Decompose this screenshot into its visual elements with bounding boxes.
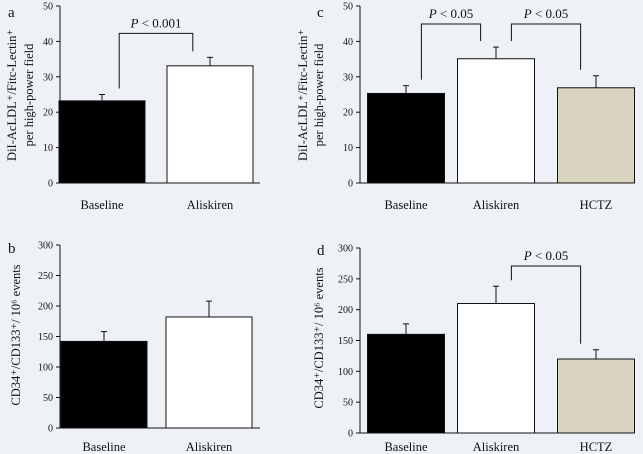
p-value-label: P < 0.001 bbox=[129, 15, 181, 30]
y-tick-label: 100 bbox=[38, 363, 53, 374]
y-tick-label: 20 bbox=[43, 108, 53, 119]
y-tick-label: 20 bbox=[343, 108, 353, 119]
y-axis-title: DiI-AcLDL⁺/Fitc-Lectin⁺ bbox=[296, 29, 310, 161]
y-tick-label: 50 bbox=[343, 2, 353, 13]
significance-bracket bbox=[510, 265, 582, 344]
panel-letter: c bbox=[317, 5, 324, 21]
p-value-text: < 0.05 bbox=[532, 248, 569, 263]
y-tick-label: 0 bbox=[48, 179, 53, 190]
bar-baseline bbox=[60, 340, 148, 429]
y-tick-label: 50 bbox=[43, 393, 53, 404]
category-label: HCTZ bbox=[580, 198, 613, 212]
y-tick-label: 0 bbox=[48, 424, 53, 435]
y-axis-title: CD34⁺/CD133⁺/ 10⁶ events bbox=[312, 267, 326, 408]
p-value-label: P < 0.05 bbox=[428, 6, 474, 21]
bar-hctz bbox=[557, 358, 635, 434]
bar-baseline bbox=[367, 92, 445, 184]
significance-bracket bbox=[118, 32, 194, 89]
y-tick-label: 250 bbox=[338, 274, 353, 285]
p-symbol: P bbox=[523, 6, 532, 21]
bar-aliskiren bbox=[457, 303, 535, 434]
y-tick-label: 150 bbox=[338, 336, 353, 347]
y-axis-title: CD34⁺/CD133⁺/ 10⁶ events bbox=[9, 264, 23, 405]
y-tick-label: 10 bbox=[43, 143, 53, 154]
bar-baseline bbox=[58, 100, 146, 184]
y-tick-label: 200 bbox=[38, 302, 53, 313]
category-label: Baseline bbox=[384, 198, 427, 212]
p-value-label: P < 0.05 bbox=[523, 248, 569, 263]
y-tick-label: 150 bbox=[38, 332, 53, 343]
category-label: Aliskiren bbox=[473, 198, 520, 212]
panel-b: b 0 50 100 150 200 250 300 CD34⁺/CD133⁺/ 10⁶ eve… bbox=[8, 241, 260, 454]
y-axis-title: per high-power field bbox=[22, 43, 36, 146]
y-tick-label: 0 bbox=[348, 429, 353, 440]
y-tick-label: 40 bbox=[343, 37, 353, 48]
p-value-text: < 0.001 bbox=[138, 15, 181, 30]
panel-letter: b bbox=[8, 241, 16, 257]
p-symbol: P bbox=[129, 15, 138, 30]
significance-bracket bbox=[510, 23, 582, 70]
category-label: Aliskiren bbox=[186, 440, 233, 454]
p-value-label: P < 0.05 bbox=[523, 6, 569, 21]
bar-aliskiren bbox=[457, 58, 535, 184]
panel-d: d 0 50 100 150 200 250 300 CD34⁺/CD133⁺/ 10⁶ eve… bbox=[312, 243, 635, 454]
category-label: Aliskiren bbox=[187, 198, 234, 212]
category-label: Baseline bbox=[384, 440, 427, 454]
y-tick-label: 300 bbox=[338, 244, 353, 255]
y-tick-label: 30 bbox=[43, 72, 53, 83]
y-tick-label: 250 bbox=[38, 271, 53, 282]
significance-bracket bbox=[420, 23, 482, 80]
y-tick-label: 0 bbox=[348, 179, 353, 190]
y-tick-label: 30 bbox=[343, 72, 353, 83]
panel-letter: a bbox=[8, 5, 15, 21]
category-label: Baseline bbox=[80, 198, 123, 212]
panel-letter: d bbox=[317, 243, 325, 259]
y-tick-label: 50 bbox=[43, 2, 53, 13]
p-symbol: P bbox=[523, 248, 532, 263]
panel-a: a 0 10 20 30 40 50 DiI-AcLDL⁺/Fitc-Lectin⁺ per h… bbox=[5, 2, 260, 212]
y-tick-label: 50 bbox=[343, 398, 353, 409]
y-tick-label: 100 bbox=[338, 367, 353, 378]
bar-baseline bbox=[367, 333, 445, 434]
p-symbol: P bbox=[428, 6, 437, 21]
y-axis-title: DiI-AcLDL⁺/Fitc-Lectin⁺ bbox=[5, 29, 19, 161]
p-value-text: < 0.05 bbox=[532, 6, 569, 21]
bar-hctz bbox=[557, 87, 635, 184]
y-tick-label: 10 bbox=[343, 143, 353, 154]
category-label: HCTZ bbox=[580, 440, 613, 454]
y-tick-label: 200 bbox=[338, 305, 353, 316]
bar-aliskiren bbox=[166, 65, 254, 184]
y-tick-label: 300 bbox=[38, 241, 53, 252]
bar-aliskiren bbox=[165, 316, 253, 429]
category-label: Baseline bbox=[82, 440, 125, 454]
p-value-text: < 0.05 bbox=[437, 6, 474, 21]
y-tick-label: 40 bbox=[43, 37, 53, 48]
category-label: Aliskiren bbox=[473, 440, 520, 454]
y-axis-title: per high-power field bbox=[312, 43, 326, 146]
panel-c: c 0 10 20 30 40 50 DiI-AcLDL⁺/Fitc-Lectin⁺ per h… bbox=[296, 2, 635, 212]
